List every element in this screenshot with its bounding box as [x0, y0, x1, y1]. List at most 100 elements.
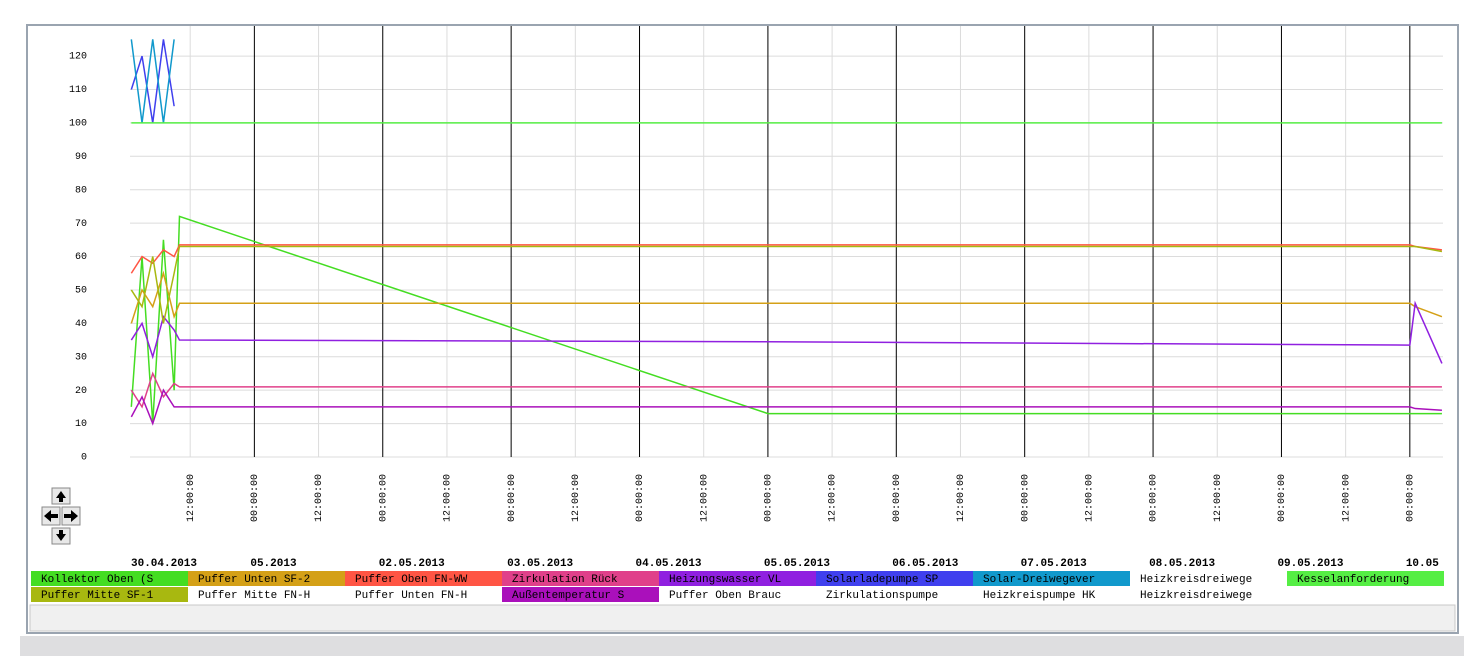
x-tick-label: 00:00:00 — [892, 474, 903, 522]
x-tick-label: 12:00:00 — [314, 474, 325, 522]
x-tick-label: 12:00:00 — [956, 474, 967, 522]
legend-entry[interactable]: Heizungswasser VL — [659, 571, 816, 586]
legend-entry[interactable]: Heizkreisdreiwege — [1130, 587, 1287, 602]
x-tick-label: 00:00:00 — [378, 474, 389, 522]
y-tick-label: 20 — [75, 386, 87, 397]
series-line — [130, 245, 1443, 324]
legend-swatch — [31, 587, 188, 602]
legend-entry[interactable]: Kesselanforderung — [1287, 571, 1444, 586]
down-arrow — [56, 530, 66, 541]
x-tick-label: 00:00:00 — [1149, 474, 1160, 522]
date-label: 09.05.2013 — [1277, 558, 1343, 570]
shadow — [20, 636, 1464, 656]
legend-label: Puffer Oben FN-WW — [355, 574, 468, 586]
legend-entry[interactable]: Zirkulation Rück — [502, 571, 659, 586]
x-tick-label: 12:00:00 — [1085, 474, 1096, 522]
x-tick-label: 12:00:00 — [443, 474, 454, 522]
y-tick-label: 0 — [81, 453, 87, 464]
series-line — [130, 300, 1443, 364]
legend-label: Heizkreisdreiwege — [1140, 590, 1252, 602]
legend-label: Puffer Unten FN-H — [355, 590, 467, 602]
date-label: 05.2013 — [250, 558, 297, 570]
up-arrow — [56, 491, 66, 502]
legend-entry[interactable]: Zirkulationspumpe — [816, 587, 973, 602]
x-tick-label: 00:00:00 — [635, 474, 646, 522]
legend-entry[interactable]: Solar-Dreiwegever — [973, 571, 1130, 586]
legend-swatch — [502, 587, 659, 602]
legend-swatch — [502, 571, 659, 586]
legend-label: Puffer Oben Brauc — [669, 590, 781, 602]
legend-entry[interactable]: Puffer Mitte SF-1 — [31, 587, 188, 602]
series-line — [130, 371, 1442, 409]
series-line — [130, 244, 1443, 274]
date-label: 07.05.2013 — [1021, 558, 1087, 570]
x-tick-label: 00:00:00 — [1277, 474, 1288, 522]
x-tick-label: 00:00:00 — [1020, 474, 1031, 522]
x-tick-label: 12:00:00 — [1213, 474, 1224, 522]
legend-label: Heizkreisdreiwege — [1140, 574, 1252, 586]
legend-label: Solarladepumpe SP — [826, 574, 939, 586]
x-tick-label: 12:00:00 — [828, 474, 839, 522]
legend-entry[interactable]: Heizkreispumpe HK — [973, 587, 1130, 602]
legend-entry[interactable]: Puffer Unten FN-H — [345, 587, 502, 602]
legend-label: Außentemperatur S — [512, 590, 625, 602]
y-tick-label: 100 — [69, 119, 87, 130]
legend-entry[interactable]: Heizkreisdreiwege — [1130, 571, 1287, 586]
legend-swatch — [1130, 571, 1287, 586]
status-bar — [29, 604, 1456, 632]
left-arrow — [44, 510, 58, 522]
legend-swatch — [1287, 571, 1444, 586]
legend-swatch — [973, 571, 1130, 586]
series-line — [130, 270, 1443, 324]
x-tick-label: 12:00:00 — [1341, 474, 1352, 522]
y-tick-label: 60 — [75, 252, 87, 263]
series-line — [130, 388, 1442, 426]
legend-swatch — [345, 571, 502, 586]
legend-swatch — [659, 571, 816, 586]
legend-entry[interactable]: Kollektor Oben (S — [31, 571, 188, 586]
x-tick-label: 12:00:00 — [699, 474, 710, 522]
legend-entry[interactable]: Puffer Mitte FN-H — [188, 587, 345, 602]
date-label: 08.05.2013 — [1149, 558, 1215, 570]
legend-label: Zirkulation Rück — [512, 574, 618, 586]
legend-swatch — [816, 587, 973, 602]
legend-label: Puffer Unten SF-2 — [198, 574, 310, 586]
legend-label: Zirkulationspumpe — [826, 590, 938, 602]
legend-entry[interactable]: Außentemperatur S — [502, 587, 659, 602]
legend-entry[interactable]: Puffer Oben FN-WW — [345, 571, 502, 586]
y-tick-label: 90 — [75, 152, 87, 163]
legend-label: Heizungswasser VL — [669, 574, 781, 586]
date-label: 03.05.2013 — [507, 558, 573, 570]
legend-label: Puffer Mitte FN-H — [198, 590, 310, 602]
legend-swatch — [188, 587, 345, 602]
legend-entry[interactable]: Solarladepumpe SP — [816, 571, 973, 586]
legend-swatch — [816, 571, 973, 586]
legend-label: Kesselanforderung — [1297, 574, 1409, 586]
legend-label: Heizkreispumpe HK — [983, 590, 1096, 602]
legend-swatch — [1130, 587, 1287, 602]
x-tick-label: 12:00:00 — [571, 474, 582, 522]
date-label: 30.04.2013 — [131, 558, 197, 570]
y-tick-label: 50 — [75, 286, 87, 297]
date-label: 10.05 — [1406, 558, 1439, 570]
date-label: 04.05.2013 — [636, 558, 702, 570]
legend-entry[interactable]: Puffer Unten SF-2 — [188, 571, 345, 586]
x-tick-label: 00:00:00 — [764, 474, 775, 522]
nav-buttons[interactable] — [41, 487, 81, 545]
y-tick-label: 70 — [75, 219, 87, 230]
legend-swatch — [31, 571, 188, 586]
legend-label: Solar-Dreiwegever — [983, 574, 1095, 586]
x-tick-label: 00:00:00 — [1405, 474, 1416, 522]
x-tick-label: 00:00:00 — [250, 474, 261, 522]
window-frame — [26, 24, 1459, 634]
x-tick-label: 00:00:00 — [507, 474, 518, 522]
y-tick-label: 40 — [75, 319, 87, 330]
series-line — [130, 39, 175, 123]
y-tick-label: 80 — [75, 185, 87, 196]
legend-entry[interactable]: Puffer Oben Brauc — [659, 587, 816, 602]
date-label: 05.05.2013 — [764, 558, 830, 570]
y-tick-label: 110 — [69, 85, 87, 96]
legend-swatch — [345, 587, 502, 602]
